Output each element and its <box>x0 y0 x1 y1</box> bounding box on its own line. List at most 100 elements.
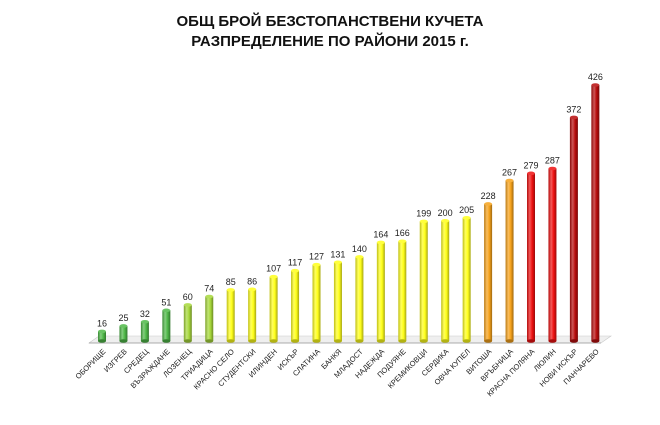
bar-9 <box>269 274 278 343</box>
category-label: ОБОРИЩЕ <box>74 347 108 381</box>
chart-title-line-2: РАЗПРЕДЕЛЕНИЕ ПО РАЙОНИ 2015 г. <box>191 32 469 50</box>
bar-8 <box>248 287 257 343</box>
bar-top <box>548 166 557 171</box>
bar-base <box>269 339 278 343</box>
bar-20 <box>505 178 514 343</box>
bar-base <box>591 339 600 343</box>
value-label: 117 <box>288 258 302 268</box>
value-labels-layer: 16 25 32 51 60 74 85 86 107 117 127 131 140 164 166 199… <box>97 72 603 328</box>
bar-17 <box>441 219 450 343</box>
bar-2 <box>119 324 128 343</box>
bar-body <box>183 304 192 341</box>
bar-22 <box>548 166 557 343</box>
bar-15 <box>398 239 407 343</box>
bar-top <box>569 115 578 120</box>
bar-10 <box>291 268 300 343</box>
bar-body <box>462 217 471 341</box>
bar-top <box>462 216 471 220</box>
bar-24 <box>591 83 600 343</box>
bar-top <box>248 287 257 292</box>
bar-top <box>398 239 407 244</box>
value-label: 86 <box>247 276 257 286</box>
bar-base <box>119 339 128 343</box>
bar-body <box>162 310 171 341</box>
bar-body <box>376 242 385 341</box>
bar-base <box>376 339 385 343</box>
value-label: 267 <box>502 168 517 178</box>
bar-21 <box>527 171 535 343</box>
bar-top <box>183 303 192 307</box>
bar-base <box>333 339 342 343</box>
bar-top <box>226 288 235 292</box>
bar-body <box>527 173 535 341</box>
bar-top <box>419 219 428 224</box>
bar-top <box>441 219 450 223</box>
bar-base <box>462 339 471 343</box>
bar-top <box>333 260 342 265</box>
bar-base <box>505 339 514 343</box>
bar-base <box>398 339 407 343</box>
bar-top <box>312 262 321 267</box>
bar-body <box>398 241 407 341</box>
bar-body <box>441 220 450 341</box>
bar-base <box>140 339 149 343</box>
bar-top <box>98 329 106 334</box>
value-label: 51 <box>161 297 171 307</box>
bar-19 <box>484 202 493 343</box>
bar-body <box>569 117 578 341</box>
bar-12 <box>333 260 342 343</box>
bar-body <box>333 262 342 341</box>
bar-base <box>548 339 557 343</box>
bar-body <box>226 289 235 341</box>
value-label: 127 <box>309 252 324 262</box>
chart-title-line-1: ОБЩ БРОЙ БЕЗСТОПАНСТВЕНИ КУЧЕТА <box>177 12 484 30</box>
bar-4 <box>162 308 171 343</box>
value-label: 140 <box>352 244 367 254</box>
value-label: 166 <box>395 228 410 238</box>
category-labels-layer: ОБОРИЩЕИЗГРЕВСРЕДЕЦВЪЗРАЖДАНЕЛОЗЕНЕЦТРИА… <box>74 347 601 399</box>
value-label: 32 <box>140 309 150 319</box>
bar-body <box>140 321 149 341</box>
bar-6 <box>205 294 214 343</box>
value-label: 107 <box>266 264 281 274</box>
bar-body <box>205 296 214 341</box>
bar-23 <box>569 115 578 343</box>
bar-top <box>140 319 149 324</box>
bar-18 <box>462 216 471 343</box>
bar-base <box>98 339 106 343</box>
bar-body <box>505 180 514 341</box>
bar-top <box>119 324 128 328</box>
value-label: 199 <box>416 208 431 218</box>
value-label: 426 <box>588 72 603 82</box>
value-label: 60 <box>183 292 193 302</box>
value-label: 25 <box>118 313 128 323</box>
bar-base <box>312 339 321 343</box>
bar-16 <box>419 219 428 343</box>
bar-body <box>484 203 493 341</box>
bar-1 <box>98 329 106 343</box>
bar-base <box>569 339 578 343</box>
bar-base <box>355 339 364 343</box>
bar-top <box>591 83 600 87</box>
bar-top <box>205 294 214 299</box>
value-label: 372 <box>566 104 581 114</box>
value-label: 74 <box>204 284 214 294</box>
bar-base <box>441 339 450 343</box>
bar-body <box>248 289 257 341</box>
bar-top <box>527 171 535 176</box>
bar-top <box>291 268 300 273</box>
bar-body <box>591 85 600 341</box>
bar-base <box>484 339 493 343</box>
bar-5 <box>183 303 192 343</box>
bar-14 <box>376 240 385 343</box>
value-label: 131 <box>330 249 345 259</box>
bar-base <box>527 339 535 343</box>
bar-base <box>183 339 192 343</box>
bar-top <box>484 202 493 206</box>
value-label: 164 <box>373 229 388 239</box>
bar-body <box>119 325 128 341</box>
value-label: 228 <box>481 191 496 201</box>
bar-13 <box>355 255 364 343</box>
